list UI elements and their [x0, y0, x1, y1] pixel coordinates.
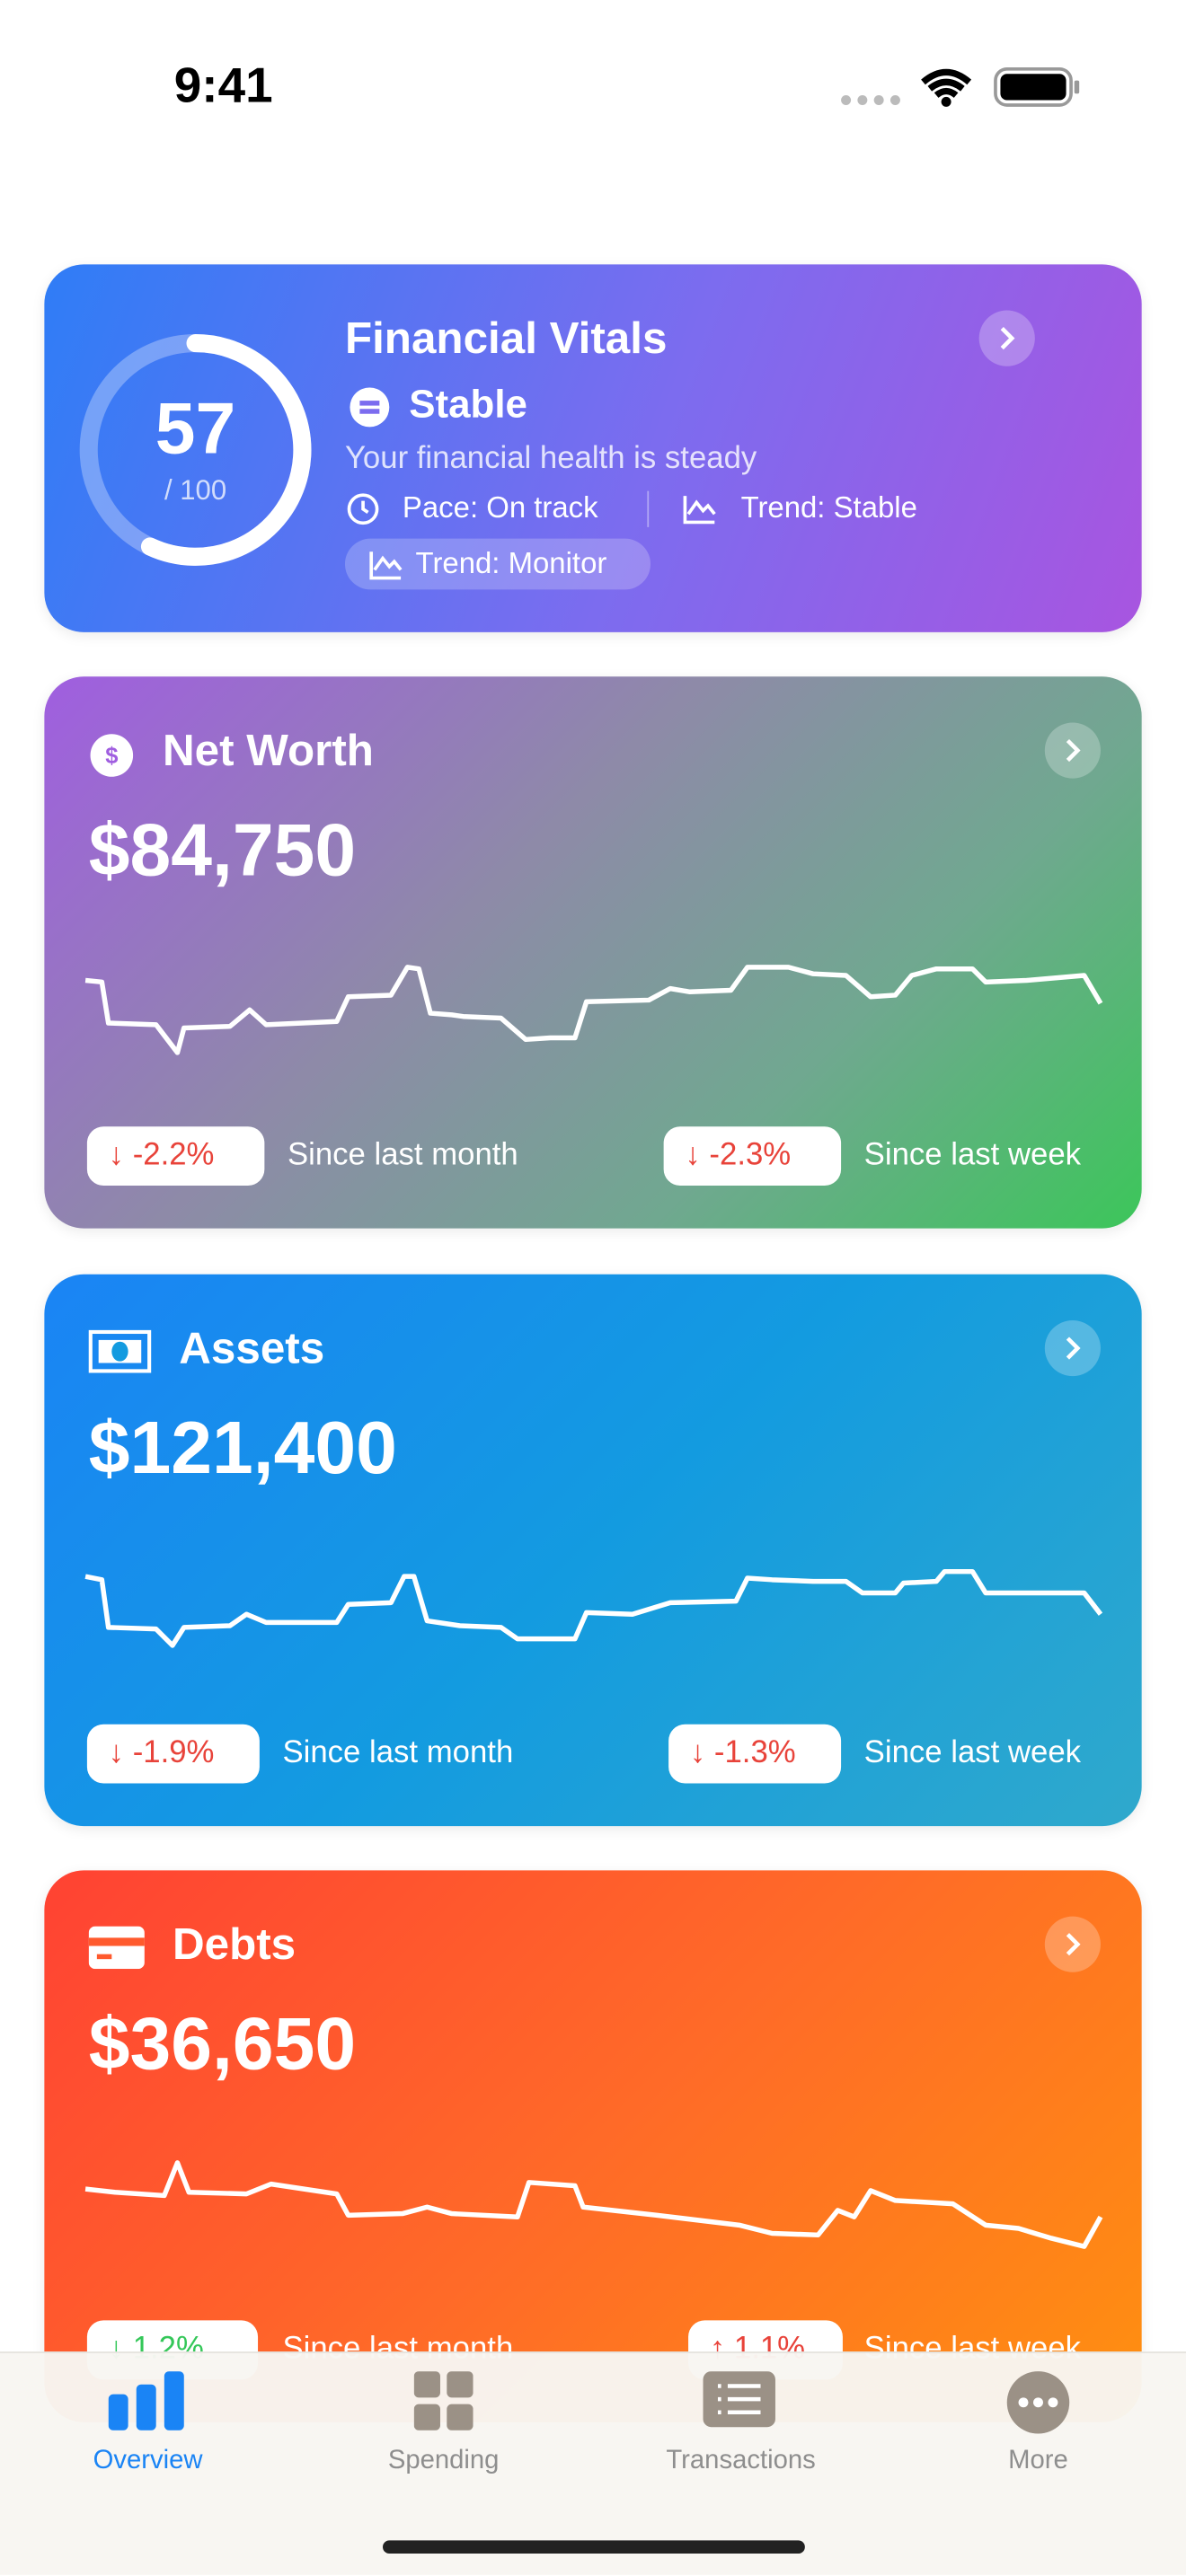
chevron-button[interactable]	[1044, 1319, 1101, 1377]
badge-text: Trend: Monitor	[415, 546, 607, 580]
score: 57	[155, 389, 236, 470]
dollar-icon: $	[90, 734, 134, 777]
status-icons	[841, 66, 1080, 107]
debts-card[interactable]: Debts $36,650 ↓ 1.2% Since last month ↑ …	[44, 1870, 1142, 2422]
tab-label[interactable]: Transactions	[666, 2447, 816, 2475]
vitals-status: Stable	[409, 382, 527, 428]
change-value: -2.3%	[709, 1138, 792, 1173]
transactions-icon[interactable]	[703, 2371, 779, 2430]
sparkline	[84, 2160, 1103, 2249]
status-icon	[350, 387, 390, 428]
spending-icon[interactable]	[413, 2371, 474, 2430]
change-label: Since last month	[287, 1138, 518, 1173]
vitals-card[interactable]: 57 / 100 Financial Vitals Stable Your fi…	[44, 264, 1142, 632]
card-amount: $36,650	[88, 2001, 357, 2086]
card-amount: $121,400	[88, 1406, 397, 1490]
card-name: Net Worth	[163, 726, 374, 775]
svg-text:$: $	[105, 744, 118, 769]
trend-icon	[683, 496, 716, 525]
tab-bar	[0, 2351, 1186, 2575]
vitals-title: Financial Vitals	[344, 313, 668, 364]
tab-label[interactable]: Spending	[387, 2447, 500, 2475]
status-time: 9:41	[173, 58, 273, 114]
tab-label[interactable]: Overview	[93, 2447, 203, 2475]
chevron-button[interactable]	[1044, 722, 1101, 779]
change-pill: ↓ -2.3%	[663, 1126, 842, 1187]
more-icon[interactable]	[1005, 2369, 1071, 2435]
card-amount: $84,750	[88, 807, 357, 892]
change-pill: ↓ -1.9%	[86, 1724, 260, 1784]
score-max: / 100	[164, 474, 227, 507]
change-value: -1.3%	[713, 1735, 796, 1770]
badge-icon	[369, 551, 403, 580]
score-gauge	[79, 334, 312, 566]
card-name: Debts	[172, 1919, 296, 1970]
sparkline	[84, 965, 1103, 1055]
change-value: -1.9%	[132, 1735, 215, 1770]
vitals-trend: Trend: Stable	[740, 490, 917, 525]
card-name: Assets	[179, 1323, 325, 1373]
change-label: Since last week	[863, 1138, 1082, 1173]
change-pill: ↓ -2.2%	[86, 1126, 265, 1187]
tab-label[interactable]: More	[1008, 2447, 1068, 2475]
assets-card[interactable]: Assets $121,400 ↓ -1.9% Since last month…	[44, 1274, 1142, 1827]
card-icon	[88, 1926, 145, 1970]
cash-icon	[88, 1329, 152, 1373]
change-label: Since last month	[282, 1735, 514, 1770]
score-arc	[140, 334, 312, 566]
divider	[647, 490, 650, 527]
chevron-button[interactable]	[978, 310, 1035, 366]
change-label: Since last week	[863, 1735, 1082, 1770]
clock-icon	[347, 493, 379, 525]
change-pill: ↓ -1.3%	[668, 1724, 842, 1784]
vitals-pace: Pace: On track	[402, 490, 598, 525]
change-value: -2.2%	[132, 1138, 215, 1173]
chevron-button[interactable]	[1044, 1916, 1101, 1972]
net-worth-card[interactable]: $ Net Worth $84,750 ↓ -2.2% Since last m…	[44, 676, 1142, 1229]
vitals-description: Your financial health is steady	[344, 441, 757, 477]
sparkline	[84, 1568, 1103, 1648]
home-indicator	[382, 2540, 805, 2554]
overview-icon[interactable]	[108, 2371, 188, 2430]
